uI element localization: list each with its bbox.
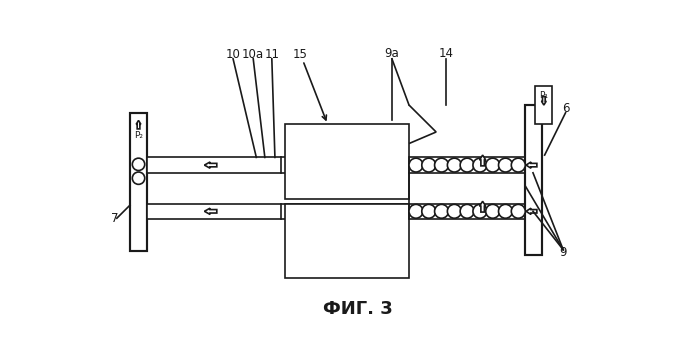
Polygon shape (480, 155, 486, 166)
Bar (147, 157, 525, 173)
Polygon shape (542, 97, 546, 105)
Circle shape (473, 205, 487, 218)
Bar (130, 113, 147, 251)
Polygon shape (526, 208, 537, 214)
Text: 10a: 10a (242, 49, 264, 62)
Text: 11: 11 (264, 49, 280, 62)
Text: 6: 6 (562, 102, 569, 115)
Text: P₁: P₁ (540, 91, 548, 100)
Circle shape (460, 205, 474, 218)
Circle shape (447, 205, 461, 218)
Text: 10: 10 (226, 49, 240, 62)
Polygon shape (526, 162, 537, 168)
Circle shape (473, 158, 487, 172)
Circle shape (498, 158, 512, 172)
Text: ФИГ. 3: ФИГ. 3 (323, 300, 393, 318)
Bar (147, 203, 525, 219)
Circle shape (486, 205, 500, 218)
Circle shape (486, 158, 500, 172)
Text: 14: 14 (439, 47, 454, 60)
Text: 7: 7 (110, 212, 118, 226)
Circle shape (447, 158, 461, 172)
Circle shape (498, 205, 512, 218)
Circle shape (421, 205, 435, 218)
Circle shape (409, 205, 423, 218)
Text: P₂: P₂ (134, 131, 143, 140)
Polygon shape (480, 201, 486, 212)
Polygon shape (204, 162, 217, 168)
Circle shape (460, 158, 474, 172)
Circle shape (435, 205, 449, 218)
Circle shape (132, 172, 145, 184)
Circle shape (435, 158, 449, 172)
Bar (285, 203, 409, 278)
Bar (525, 105, 542, 255)
Polygon shape (136, 121, 141, 129)
Text: 15: 15 (293, 49, 308, 62)
Circle shape (511, 158, 525, 172)
Bar (285, 124, 409, 199)
Circle shape (409, 158, 423, 172)
Bar (535, 86, 552, 124)
Circle shape (132, 158, 145, 171)
Text: 9a: 9a (384, 47, 399, 60)
Circle shape (511, 205, 525, 218)
Text: 9: 9 (559, 247, 567, 260)
Polygon shape (204, 208, 217, 214)
Circle shape (421, 158, 435, 172)
